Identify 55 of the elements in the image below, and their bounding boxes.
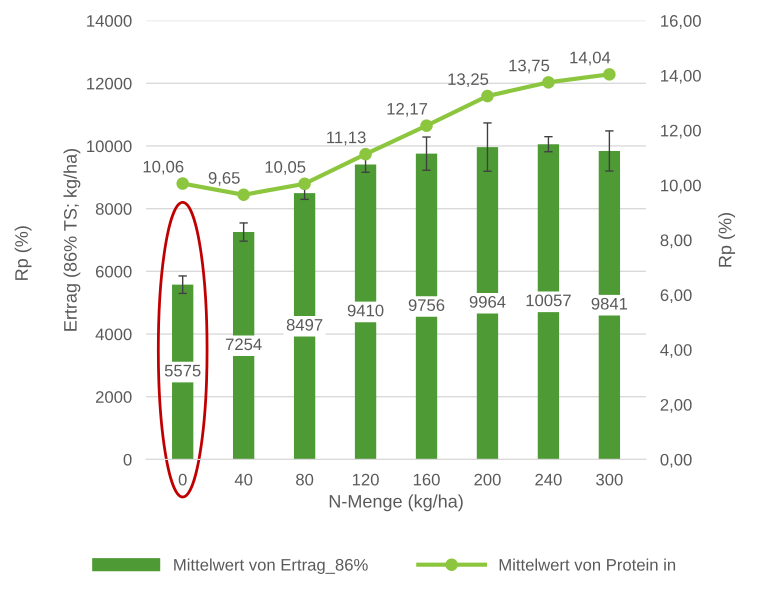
point [603, 68, 616, 81]
y2-tick-label: 6,00 [660, 289, 692, 304]
point [542, 76, 555, 89]
y-tick-label: 2000 [96, 391, 132, 403]
data-label: 9,65 [208, 172, 240, 186]
x-tick-label: 160 [414, 474, 440, 486]
data-label: 14,04 [570, 52, 610, 66]
data-label: 11,13 [327, 131, 366, 146]
x-tick-label: 240 [535, 474, 562, 486]
x-tick-label: 200 [474, 474, 501, 486]
y2-tick-label: 2,00 [660, 398, 692, 413]
y2-axis-title: Rp (%) [718, 213, 736, 267]
point [237, 188, 250, 202]
y2-tick-label: 8,00 [660, 234, 692, 248]
y2-tick-label: 0,00 [660, 454, 692, 468]
x-tick-label: 300 [596, 474, 623, 486]
legend-label: Mittelwert von Protein in [500, 558, 676, 571]
data-label: 7254 [226, 338, 262, 350]
data-label: 9964 [470, 296, 506, 308]
x-tick-label: 120 [352, 474, 379, 486]
y-tick-label: 4000 [96, 328, 132, 340]
y-tick-label: 14000 [87, 15, 132, 27]
point [359, 148, 372, 160]
x-axis-title: N-Menge (kg/ha) [330, 494, 463, 512]
point [176, 177, 189, 190]
point [420, 119, 433, 132]
y2-tick-label: 4,00 [660, 344, 692, 358]
data-label: 5575 [164, 364, 201, 377]
x-tick-label: 0 [178, 474, 187, 486]
legend-label: Mittelwert von Ertrag_86% [174, 558, 368, 574]
point [481, 90, 494, 102]
data-label: 12,17 [387, 102, 428, 117]
data-label: 9410 [348, 304, 384, 316]
point [298, 178, 311, 190]
y-tick-label: 8000 [96, 203, 132, 215]
data-label: 10057 [526, 294, 571, 306]
y-axis-title: Ertrag (86% TS; kg/ha) [63, 148, 80, 331]
data-label: 8497 [286, 318, 322, 331]
x-tick-label: 40 [234, 474, 252, 486]
data-label: 13,25 [448, 73, 488, 88]
y-tick-label: 6000 [96, 266, 132, 278]
data-label: 10,05 [266, 161, 306, 175]
y-tick-label: 10000 [87, 140, 132, 152]
data-label: 9841 [592, 298, 628, 310]
y2-tick-label: 14,00 [661, 70, 701, 84]
data-label: 10,06 [144, 160, 184, 175]
y-tick-label: 0 [124, 454, 132, 466]
y2-tick-label: 12,00 [661, 124, 701, 138]
y2-tick-label: 16,00 [661, 15, 701, 29]
y2-tick-label: 10,00 [661, 180, 701, 194]
y-tick-label: 12000 [87, 78, 132, 90]
text: Rp (%) [14, 226, 32, 280]
data-label: 9756 [408, 299, 444, 311]
data-label: 13,75 [509, 60, 550, 74]
x-tick-label: 80 [296, 474, 314, 486]
